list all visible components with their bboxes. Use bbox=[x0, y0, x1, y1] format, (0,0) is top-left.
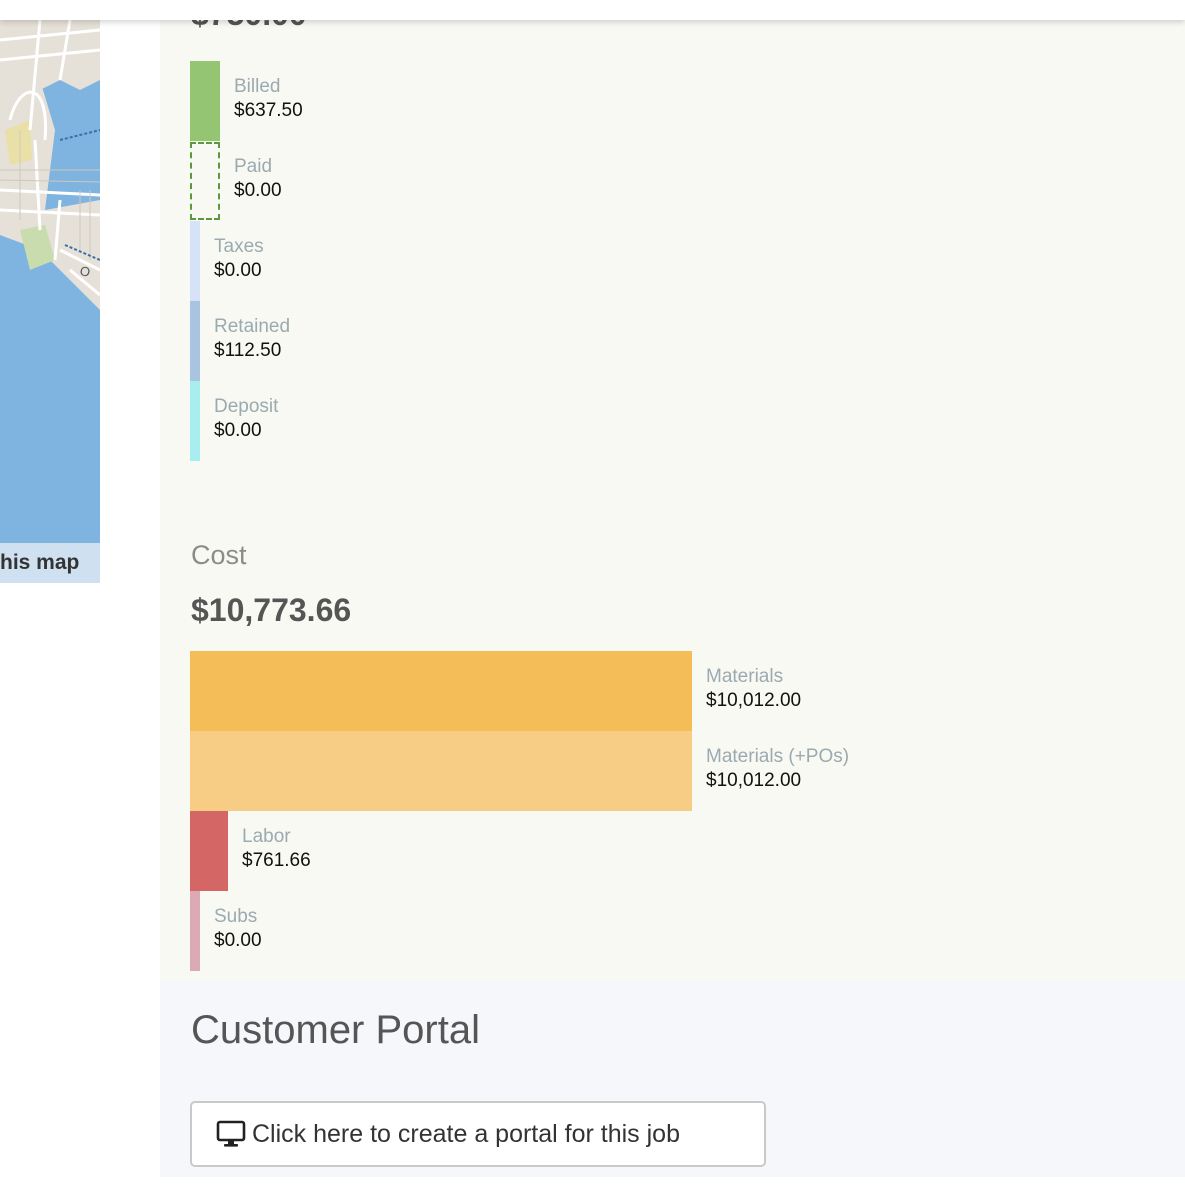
revenue-label: Retained bbox=[214, 316, 291, 337]
cost-bar bbox=[190, 811, 228, 891]
financial-summary-panel bbox=[160, 20, 1185, 980]
revenue-bar bbox=[190, 142, 220, 220]
cost-title: Cost bbox=[191, 540, 247, 570]
job-location-map[interactable]: O his map bbox=[0, 20, 100, 583]
cost-value: $761.66 bbox=[242, 850, 311, 871]
cost-bar bbox=[190, 731, 692, 811]
cost-total: $10,773.66 bbox=[191, 592, 352, 628]
cost-value: $10,012.00 bbox=[706, 770, 802, 791]
cost-bar bbox=[190, 651, 692, 731]
cost-value: $10,012.00 bbox=[706, 690, 802, 711]
desktop-icon bbox=[216, 1120, 246, 1147]
cost-label: Materials bbox=[706, 666, 784, 687]
create-portal-button-label: Click here to create a portal for this j… bbox=[252, 1119, 680, 1148]
revenue-value: $0.00 bbox=[234, 180, 282, 201]
revenue-value: $0.00 bbox=[214, 260, 262, 281]
top-bar-edge bbox=[0, 0, 1185, 20]
cost-label: Materials (+POs) bbox=[706, 746, 850, 767]
customer-portal-title: Customer Portal bbox=[191, 1008, 480, 1052]
map-tiles bbox=[0, 20, 100, 543]
revenue-label: Billed bbox=[234, 76, 281, 97]
cost-bar bbox=[190, 891, 200, 971]
create-portal-button[interactable]: Click here to create a portal for this j… bbox=[190, 1101, 766, 1167]
revenue-value: $0.00 bbox=[214, 420, 262, 441]
revenue-bar bbox=[190, 221, 200, 301]
map-caption[interactable]: his map bbox=[0, 543, 100, 583]
revenue-bar bbox=[190, 301, 200, 381]
revenue-bar bbox=[190, 381, 200, 461]
revenue-value: $112.50 bbox=[214, 340, 282, 361]
cost-value: $0.00 bbox=[214, 930, 262, 951]
cost-label: Subs bbox=[214, 906, 258, 927]
revenue-bar bbox=[190, 61, 220, 141]
revenue-label: Deposit bbox=[214, 396, 279, 417]
revenue-label: Paid bbox=[234, 156, 273, 177]
revenue-value: $637.50 bbox=[234, 100, 303, 121]
revenue-label: Taxes bbox=[214, 236, 264, 257]
cost-label: Labor bbox=[242, 826, 291, 847]
